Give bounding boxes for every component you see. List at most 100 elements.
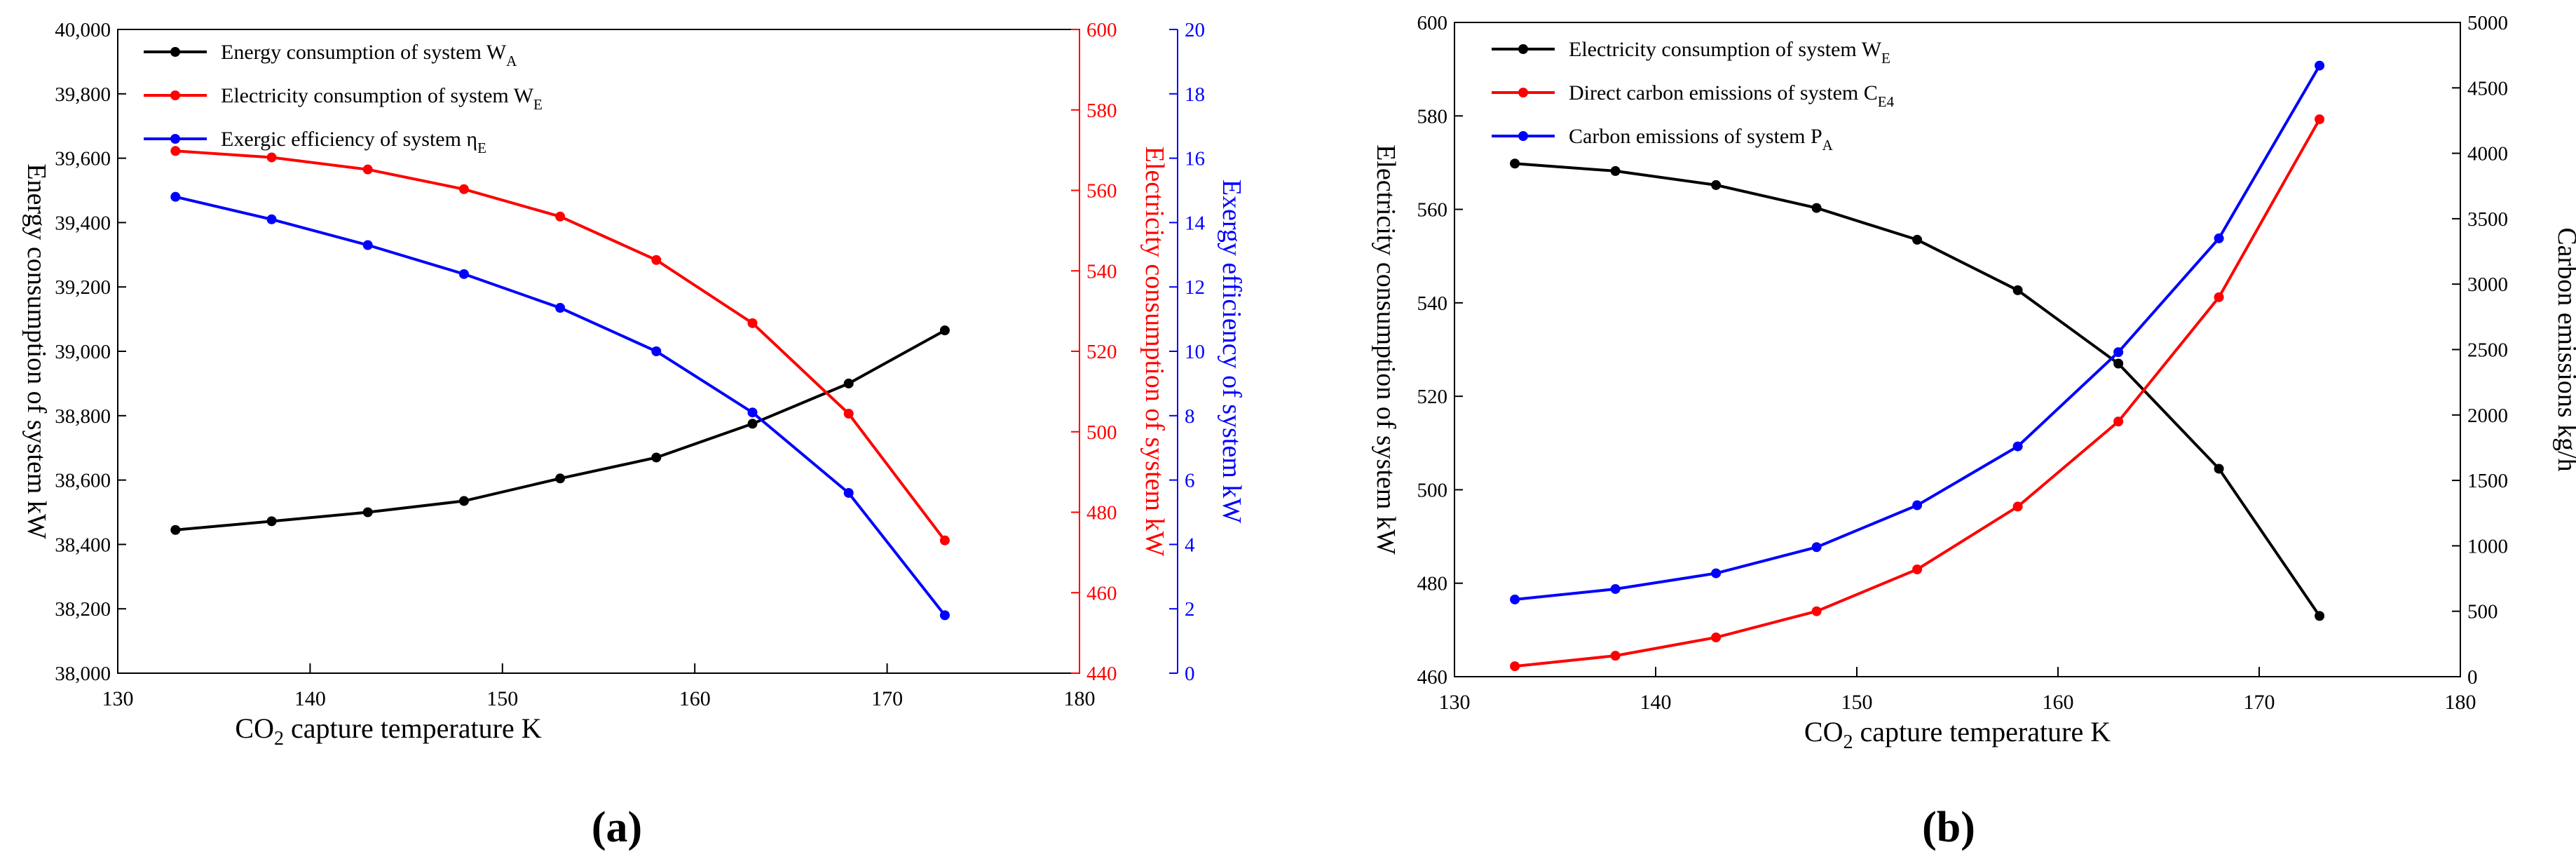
y-tick-label-right1-a: 540 [1086, 260, 1117, 283]
data-point-1-a [266, 152, 277, 163]
data-point-1-b [2113, 417, 2124, 427]
data-point-2-b [1610, 583, 1621, 594]
data-point-2-a [266, 214, 277, 224]
y-tick-label-left-b: 520 [1417, 386, 1448, 408]
data-point-2-b [1711, 568, 1722, 579]
y-tick-label-right-b: 0 [2467, 666, 2478, 689]
data-point-0-a [458, 496, 469, 506]
y-tick-label-right1-a: 520 [1086, 341, 1117, 363]
data-point-2-a [651, 346, 662, 356]
y-tick-label-left-a: 39,800 [55, 83, 111, 106]
data-point-2-a [170, 191, 181, 202]
x-tick-label-b: 130 [1439, 691, 1471, 714]
legend-marker-1-a [170, 90, 180, 100]
y-axis-label-right2-a: Exergy efficiency of system kW [1217, 180, 1246, 523]
data-point-0-b [2214, 464, 2224, 474]
y-tick-label-left-a: 38,000 [55, 663, 111, 685]
data-point-0-a [747, 419, 758, 429]
x-tick-label-a: 160 [679, 687, 711, 710]
y-tick-label-right-b: 1500 [2467, 470, 2508, 492]
x-axis-label-a-rest: capture temperature K [284, 712, 542, 744]
data-point-2-a [939, 610, 950, 621]
data-point-1-a [939, 535, 950, 546]
y-tick-label-right-b: 4000 [2467, 143, 2508, 165]
data-point-2-a [843, 487, 854, 498]
data-point-2-b [2012, 441, 2023, 452]
y-tick-label-right2-a: 8 [1185, 405, 1195, 428]
series-line-0-a [175, 329, 946, 532]
y-tick-label-left-a: 39,000 [55, 341, 111, 363]
data-point-1-b [2012, 501, 2023, 512]
y-tick-label-right2-a: 12 [1185, 276, 1205, 299]
x-tick-label-a: 140 [294, 687, 326, 710]
y-tick-label-right1-a: 500 [1086, 421, 1117, 444]
y-tick-label-left-a: 38,200 [55, 598, 111, 621]
y-tick-label-right-b: 3500 [2467, 208, 2508, 231]
y-tick-label-left-a: 39,400 [55, 212, 111, 234]
x-tick-label-b: 140 [1640, 691, 1672, 714]
y-tick-label-right2-a: 10 [1185, 341, 1205, 363]
legend-entry-2-a-sub: E [477, 140, 486, 156]
legend-entry-0-b-sub: E [1881, 50, 1890, 67]
y-axis-label-left-a: Energy consumption of system kW [22, 163, 51, 539]
y-tick-label-left-a: 39,200 [55, 276, 111, 299]
plot-frame-a [117, 29, 1080, 674]
data-point-0-b [2012, 285, 2023, 295]
x-tick-label-a: 170 [871, 687, 903, 710]
x-tick-label-a: 180 [1064, 687, 1096, 710]
y-tick-label-left-b: 580 [1417, 105, 1448, 128]
x-axis-label-b: CO2 capture temperature K [1804, 716, 2111, 753]
data-point-2-b [1510, 594, 1520, 604]
y-tick-label-left-b: 480 [1417, 573, 1448, 595]
data-point-1-b [1912, 564, 1923, 574]
data-point-0-a [843, 378, 854, 388]
legend-entry-2-b-sub: A [1822, 137, 1834, 154]
y-tick-label-right-b: 3000 [2467, 273, 2508, 296]
data-point-0-b [1510, 158, 1520, 169]
x-axis-label-b-main: CO [1804, 716, 1844, 748]
data-point-1-a [555, 211, 566, 222]
panel-label-b: (b) [1922, 804, 1975, 851]
y-tick-label-left-b: 560 [1417, 199, 1448, 222]
y-tick-label-left-b: 460 [1417, 666, 1448, 689]
x-axis-label-b-rest: capture temperature K [1853, 716, 2111, 748]
data-point-0-b [1711, 180, 1722, 190]
data-point-0-b [1610, 165, 1621, 176]
data-point-0-b [2113, 358, 2124, 369]
data-point-0-a [651, 452, 662, 463]
series-line-2-a [175, 195, 946, 616]
legend-entry-2-a: Exergic efficiency of system ηE [221, 128, 486, 156]
y-axis-label-right-b: Carbon emissions kg/h [2552, 227, 2576, 471]
x-tick-label-b: 160 [2043, 691, 2074, 714]
data-point-0-a [170, 525, 181, 535]
data-point-0-a [362, 507, 373, 518]
legend-entry-0-a: Energy consumption of system WA [221, 41, 517, 69]
y-tick-label-left-a: 40,000 [55, 19, 111, 41]
y-tick-label-right1-a: 560 [1086, 180, 1117, 203]
legend-entry-2-b-main: Carbon emissions of system P [1569, 125, 1822, 148]
y-tick-label-right2-a: 16 [1185, 148, 1205, 170]
chart-b: 130 140 150 160 170 180 CO2 capture temperatur… [1371, 12, 2576, 851]
y-tick-label-right-b: 1000 [2467, 535, 2508, 557]
data-point-2-b [1811, 542, 1822, 553]
data-point-2-a [362, 240, 373, 250]
data-point-1-b [2315, 114, 2325, 125]
y-tick-label-left-b: 540 [1417, 292, 1448, 315]
x-axis-label-b-sub: 2 [1844, 731, 1853, 753]
series-line-0-b [1514, 162, 2321, 617]
y-tick-label-right2-a: 14 [1185, 212, 1206, 234]
x-tick-label-b: 170 [2244, 691, 2275, 714]
data-point-2-b [2113, 347, 2124, 358]
data-point-1-a [747, 318, 758, 328]
legend-entry-1-b-main: Direct carbon emissions of system C [1569, 81, 1878, 104]
legend-marker-0-a [170, 47, 180, 57]
y-tick-label-right2-a: 18 [1185, 83, 1205, 106]
y-tick-label-right2-a: 0 [1185, 663, 1195, 685]
y-tick-label-left-a: 38,800 [55, 405, 111, 428]
data-point-1-a [170, 146, 181, 156]
y-tick-label-left-b: 500 [1417, 479, 1448, 501]
data-point-1-a [651, 255, 662, 265]
data-point-0-a [939, 325, 950, 336]
x-axis-label-a-main: CO [235, 712, 274, 744]
